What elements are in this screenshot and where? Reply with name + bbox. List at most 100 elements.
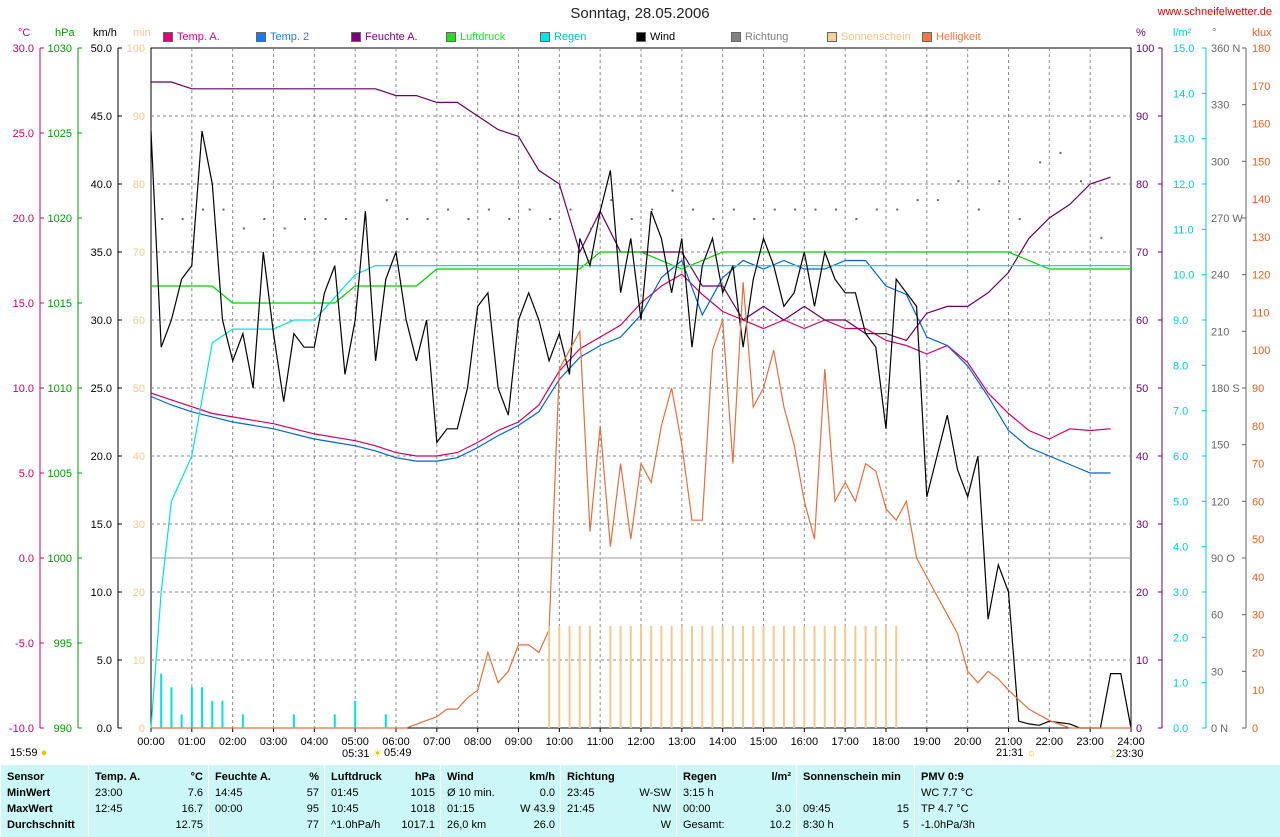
table-cell-row: Gesamt: 10.2 [683, 819, 791, 835]
direction-tick-label: 60 [1211, 610, 1223, 622]
axis-unit-wind: km/h [93, 27, 117, 39]
table-cell-row: WC 7.7 °C [921, 787, 1029, 803]
left-time-label: 15:59 ● [10, 747, 48, 759]
table-column-head: Feuchte A. [215, 771, 271, 783]
rain-tick-label: 10.0 [1173, 270, 1194, 282]
wind-line [150, 130, 1132, 729]
table-cell-value: 7.6 [187, 787, 203, 799]
richtung-point [1039, 161, 1042, 164]
richtung-point [1079, 180, 1082, 183]
humidity-tick-label: 60 [1136, 315, 1148, 327]
table-cell-value: 10.2 [769, 819, 791, 831]
table-cell-row: 3:15 h [683, 787, 791, 803]
pressure-tick-label: 1000 [48, 553, 72, 565]
direction-tick-label: 330 [1211, 100, 1229, 112]
table-cell-row [803, 787, 909, 803]
table-column-unit: % [309, 771, 319, 783]
light-tick-label: 130 [1252, 232, 1270, 244]
richtung-point [875, 208, 878, 211]
light-tick-label: 160 [1252, 119, 1270, 131]
x-tick-label: 13:00 [668, 736, 696, 748]
table-cell-time: 00:00 [215, 803, 243, 815]
sunshine-tick-label: 80 [133, 179, 145, 191]
x-tick-label: 06:00 [382, 736, 410, 748]
richtung-point [365, 227, 368, 230]
table-cell-value: 26.0 [533, 819, 555, 831]
sunshine-tick-label: 40 [133, 451, 145, 463]
rain-tick-label: 4.0 [1173, 542, 1188, 554]
direction-tick-label: 270 W [1211, 213, 1243, 225]
light-tick-label: 140 [1252, 194, 1270, 206]
row-label-avg: Durchschnitt [7, 819, 75, 831]
table-cell-value: 1018 [410, 803, 435, 815]
chart-title: Sonntag, 28.05.2006 [570, 5, 710, 22]
humidity-tick-label: 100 [1136, 43, 1154, 55]
table-cell-time: 00:00 [683, 803, 711, 815]
richtung-point [508, 218, 511, 220]
light-tick-label: 70 [1252, 459, 1264, 471]
legend-item: Luftdruck [446, 31, 505, 43]
sunrise-label: 05:31 ☀ [342, 748, 383, 760]
sunshine-tick-label: 100 [127, 43, 145, 55]
table-cell-time: 21:45 [567, 803, 595, 815]
richtung-point [630, 218, 633, 220]
light-tick-label: 20 [1252, 647, 1264, 659]
table-cell-value: 1015 [410, 787, 435, 799]
light-tick-label: 90 [1252, 383, 1264, 395]
table-cell-value: W-SW [639, 787, 671, 799]
humidity-tick-label: 50 [1136, 383, 1148, 395]
direction-tick-label: 360 N [1211, 43, 1240, 55]
table-cell-time: 14:45 [215, 787, 243, 799]
table-column-head: Temp. A. [95, 771, 141, 783]
light-tick-label: 120 [1252, 270, 1270, 282]
pressure-tick-label: 1020 [48, 213, 72, 225]
legend-label: Regen [554, 31, 587, 43]
richtung-point [406, 218, 409, 220]
table-row-labels: Sensor MinWert MaxWert Durchschnitt [0, 765, 89, 837]
table-cell-row: 01:45 1015 [331, 787, 435, 803]
x-tick-label: 12:00 [627, 736, 655, 748]
x-tick-label: 07:00 [423, 736, 451, 748]
x-tick-label: 24:00 [1117, 736, 1145, 748]
site-link[interactable]: www.schneifelwetter.de [1157, 6, 1272, 18]
temp-tick-label: -5.0 [15, 638, 34, 650]
legend-item: Temp. A. [163, 31, 220, 43]
richtung-point [977, 208, 980, 211]
x-tick-label: 02:00 [219, 736, 247, 748]
x-tick-label: 22:00 [1036, 736, 1064, 748]
axis-unit-sunshine: min [133, 27, 151, 39]
richtung-point [712, 218, 715, 220]
legend-swatch [351, 32, 361, 42]
row-label-max: MaxWert [7, 803, 53, 815]
legend-item: Richtung [731, 31, 788, 43]
table-cell-time: 12:45 [95, 803, 123, 815]
table-column: PMV 0:9 WC 7.7 °C TP 4.7 °C -1.0hPa/3h [914, 765, 1035, 837]
x-tick-label: 00:00 [137, 736, 165, 748]
richtung-point [569, 208, 572, 211]
light-tick-label: 30 [1252, 610, 1264, 622]
light-tick-label: 150 [1252, 156, 1270, 168]
table-cell-row: ^1.0hPa/h 1017.1 [331, 819, 435, 835]
table-cell-time: -1.0hPa/3h [921, 819, 975, 831]
sunshine-tick-label: 70 [133, 247, 145, 259]
legend-swatch [163, 32, 173, 42]
temp-tick-label: 30.0 [13, 43, 34, 55]
richtung-point [937, 199, 940, 202]
table-column-head: Regen [683, 771, 717, 783]
x-tick-label: 17:00 [831, 736, 859, 748]
humidity-tick-label: 10 [1136, 655, 1148, 667]
x-tick-label: 20:00 [954, 736, 982, 748]
richtung-point [487, 208, 490, 211]
axis-unit-direction: ° [1212, 27, 1216, 39]
direction-tick-label: 30 [1211, 666, 1223, 678]
light-tick-label: 60 [1252, 496, 1264, 508]
richtung-point [447, 208, 450, 211]
table-column-unit: km/h [529, 771, 555, 783]
wind-tick-label: 0.0 [97, 723, 112, 735]
x-tick-label: 03:00 [260, 736, 288, 748]
richtung-point [263, 218, 266, 220]
wind-tick-label: 10.0 [91, 587, 112, 599]
richtung-point [222, 208, 225, 211]
sunshine-tick-label: 50 [133, 383, 145, 395]
table-column-head: Richtung [567, 771, 615, 783]
